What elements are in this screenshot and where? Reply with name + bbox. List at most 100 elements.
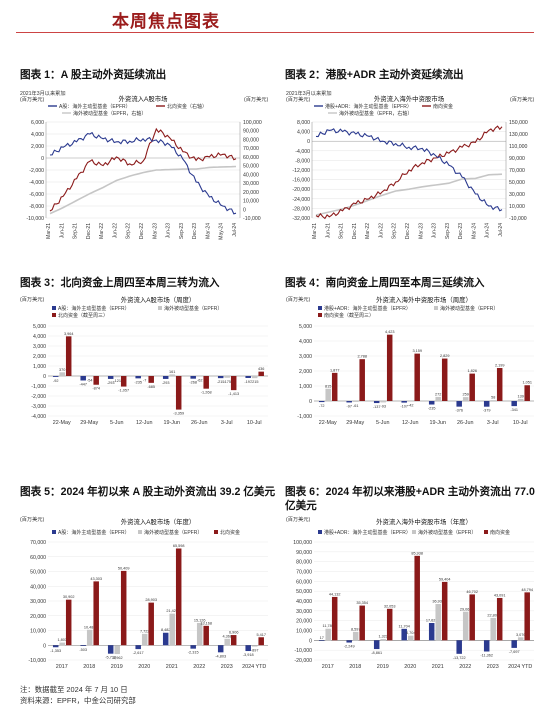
- bar: [148, 602, 154, 646]
- x-tick-label: 2018: [83, 664, 95, 670]
- bar: [469, 373, 475, 401]
- y-tick: 60,000: [30, 555, 46, 561]
- legend-swatch: [52, 313, 56, 317]
- bar: [93, 581, 99, 646]
- x-tick-label: 10-Jul: [247, 420, 262, 426]
- legend-label: 海外被动型基金（EPFR，右轴）: [339, 110, 412, 117]
- data-label: 4,368: [222, 634, 232, 638]
- y-tick-left: 2,000: [31, 144, 44, 150]
- data-source: 资料来源：EPFR，中金公司研究部: [20, 696, 136, 705]
- bar: [251, 376, 258, 379]
- data-label: -8,861: [371, 651, 382, 655]
- y-tick: 30,000: [296, 609, 312, 615]
- bar: [325, 388, 331, 401]
- x-tick-label: 2021: [166, 664, 178, 670]
- bar: [245, 645, 251, 652]
- y-tick: 10,000: [296, 629, 312, 635]
- y-tick: 2,000: [33, 354, 46, 360]
- y-tick-right: 60,000: [243, 155, 259, 161]
- y-tick: 1,000: [299, 384, 312, 390]
- x-tick-label: 2022: [459, 664, 471, 670]
- data-label: -4,803: [215, 654, 226, 658]
- data-label: 4,704: [406, 631, 416, 635]
- data-label: -197: [244, 380, 252, 384]
- data-label: -1,353: [50, 649, 61, 653]
- bar: [524, 385, 530, 401]
- bar: [148, 376, 154, 383]
- x-tick-label: Jul-24: [232, 223, 238, 237]
- legend-swatch: [138, 530, 142, 534]
- y-tick: 4,000: [33, 334, 46, 340]
- x-tick-label: 5-Jun: [376, 420, 390, 426]
- bar: [162, 632, 169, 646]
- data-label: -93: [380, 404, 386, 408]
- chart-fig6: (百万美元) 外资流入海外中资股市场（年度） 港股+ADR：海外主动型基金（EPFR…: [286, 515, 534, 670]
- data-label: 10,488: [84, 625, 96, 629]
- bar: [114, 645, 120, 655]
- bar: [135, 645, 141, 650]
- x-tick-label: Jun-22: [378, 223, 384, 239]
- y-tick: 70,000: [296, 570, 312, 576]
- y-tick: 1,000: [33, 364, 46, 370]
- bar: [496, 368, 503, 401]
- data-label: 11,704: [399, 624, 410, 628]
- data-label: -7,697: [509, 650, 520, 654]
- data-label: 65,598: [173, 544, 185, 548]
- data-label: 4,423: [385, 330, 395, 334]
- y-tick-left: 0: [41, 156, 44, 162]
- data-label: -13,722: [453, 656, 466, 660]
- y-tick-left: -10,000: [26, 216, 44, 222]
- legend-label: 海外被动型基金（EPFR）: [164, 305, 222, 312]
- legend-label: 港股+ADR：海外主动型基金（EPFR）: [324, 305, 411, 312]
- x-tick-label: Dec-21: [86, 223, 92, 239]
- bar: [175, 376, 182, 410]
- x-tick-label: Dec-21: [352, 223, 358, 239]
- x-tick-label: 19-Jun: [164, 420, 180, 426]
- data-label: 272: [435, 392, 441, 396]
- data-label: 17,622: [426, 619, 438, 623]
- bar: [456, 401, 462, 407]
- data-label: 11,780: [323, 624, 334, 628]
- x-tick-label: 29-May: [346, 420, 364, 426]
- y-tick: 90,000: [296, 550, 312, 556]
- data-label: 2,829: [440, 354, 450, 358]
- y-tick-right: 50,000: [509, 180, 525, 186]
- bar: [517, 637, 524, 641]
- legend-label: 南向资金（截至周三）: [324, 312, 374, 319]
- legend-swatch: [158, 306, 162, 310]
- data-label: 2,199: [495, 364, 505, 368]
- y-tick: 0: [43, 643, 46, 649]
- legend-label: A股：海外主动型基金（EPFR）: [58, 305, 130, 312]
- legend-label: 北向资金: [220, 529, 240, 536]
- bar: [203, 376, 209, 389]
- data-label: -503: [79, 648, 87, 652]
- bar: [80, 376, 86, 381]
- y-tick-right: 100,000: [243, 120, 262, 126]
- bar: [65, 336, 72, 376]
- x-tick-label: Dec-23: [458, 223, 464, 239]
- data-label: 2,788: [357, 355, 367, 359]
- x-tick-label: 2023: [221, 664, 233, 670]
- bar: [52, 645, 59, 648]
- bar: [346, 640, 352, 643]
- bar: [86, 376, 93, 377]
- x-tick-label: 3-Jul: [221, 420, 233, 426]
- bar: [162, 376, 169, 379]
- chart-fig1: 2021年3月以来累加(百万美元) (百万美元)外资流入A股市场A股：海外主动型基…: [20, 89, 268, 240]
- y-tick: -3,000: [31, 404, 46, 410]
- y-tick-right: 30,000: [509, 192, 525, 198]
- x-tick-label: 2019: [377, 664, 389, 670]
- data-label: -874: [92, 387, 100, 391]
- y-tick: -10,000: [294, 648, 312, 654]
- x-tick-label: Mar-21: [312, 223, 318, 239]
- data-label: -61: [353, 404, 359, 408]
- y-tick-left: -24,000: [292, 197, 310, 203]
- bar: [196, 622, 203, 646]
- y-tick: -10,000: [28, 658, 46, 664]
- unit-label: (百万美元): [20, 515, 44, 523]
- data-label: -3,918: [243, 653, 254, 657]
- bar: [258, 637, 264, 646]
- y-tick: 5,000: [33, 324, 46, 330]
- chart-fig4: (百万美元) 外资流入海外中资股市场（周度）港股+ADR：海外主动型基金（EPFR…: [286, 295, 534, 426]
- data-label: 1,877: [330, 368, 340, 372]
